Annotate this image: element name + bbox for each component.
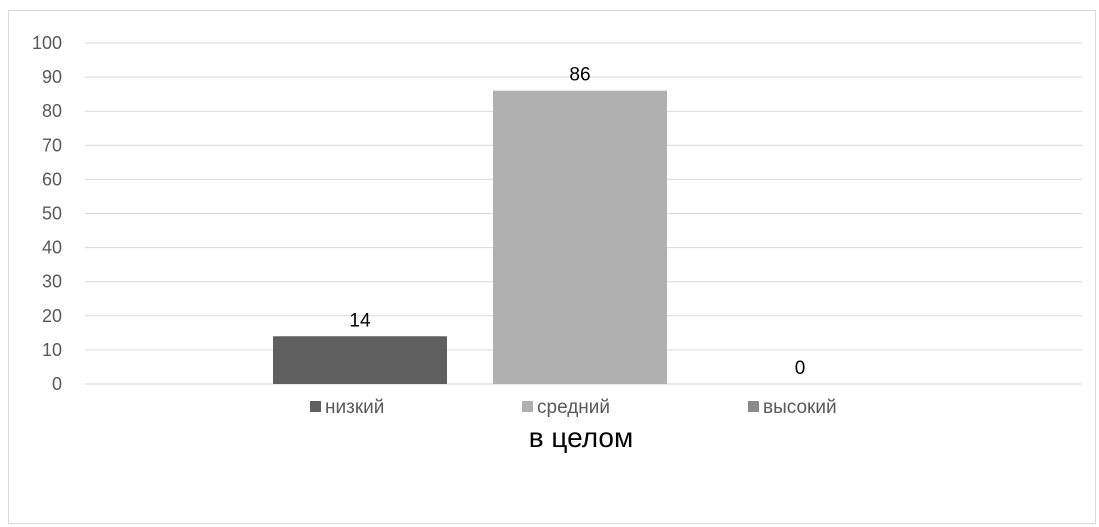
y-tick-label: 20 (42, 306, 62, 326)
legend-label-1: средний (537, 397, 610, 418)
y-tick-label: 10 (42, 340, 62, 360)
y-axis-ticks: 0 10 20 30 40 50 60 70 80 90 100 (32, 33, 62, 394)
y-tick-label: 60 (42, 169, 62, 189)
legend-swatch-1 (522, 401, 533, 412)
y-tick-label: 0 (52, 374, 62, 394)
y-tick-label: 100 (32, 33, 62, 53)
data-labels: 14 86 0 (349, 65, 805, 379)
y-tick-label: 70 (42, 135, 62, 155)
bar-0 (273, 336, 447, 384)
data-label-1: 86 (569, 65, 590, 86)
legend-label-2: высокий (763, 397, 837, 418)
y-tick-label: 40 (42, 238, 62, 258)
y-tick-label: 90 (42, 67, 62, 87)
bars (273, 90, 667, 385)
data-label-0: 14 (349, 310, 371, 331)
bar-1 (493, 90, 667, 385)
y-tick-label: 80 (42, 101, 62, 121)
category-axis: в целом (529, 422, 634, 453)
y-tick-label: 30 (42, 272, 62, 292)
legend-label-0: низкий (325, 397, 384, 418)
legend-swatch-0 (310, 401, 321, 412)
category-label: в целом (529, 422, 634, 453)
data-label-2: 0 (795, 358, 806, 379)
y-tick-label: 50 (42, 204, 62, 224)
legend-swatch-2 (748, 401, 759, 412)
legend: низкий средний высокий (310, 397, 837, 418)
